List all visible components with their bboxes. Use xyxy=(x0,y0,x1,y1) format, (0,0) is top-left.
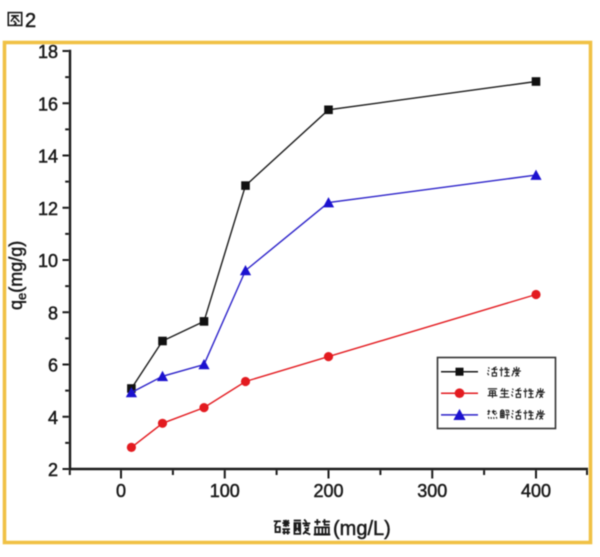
svg-text:16: 16 xyxy=(38,94,58,114)
svg-text:12: 12 xyxy=(38,199,58,219)
svg-text:100: 100 xyxy=(210,481,240,501)
svg-text:300: 300 xyxy=(417,481,447,501)
svg-text:4: 4 xyxy=(48,408,58,428)
svg-text:18: 18 xyxy=(38,42,58,62)
svg-text:14: 14 xyxy=(38,147,58,167)
svg-text:400: 400 xyxy=(521,481,551,501)
svg-text:8: 8 xyxy=(48,303,58,323)
svg-text:qe(mg/g): qe(mg/g) xyxy=(6,241,29,310)
svg-text:2: 2 xyxy=(48,460,58,480)
svg-text:0: 0 xyxy=(116,481,126,501)
svg-text:200: 200 xyxy=(313,481,343,501)
svg-text:6: 6 xyxy=(48,356,58,376)
svg-text:(mg/L): (mg/L) xyxy=(333,518,391,540)
svg-text:2: 2 xyxy=(25,10,36,32)
svg-text:10: 10 xyxy=(38,251,58,271)
